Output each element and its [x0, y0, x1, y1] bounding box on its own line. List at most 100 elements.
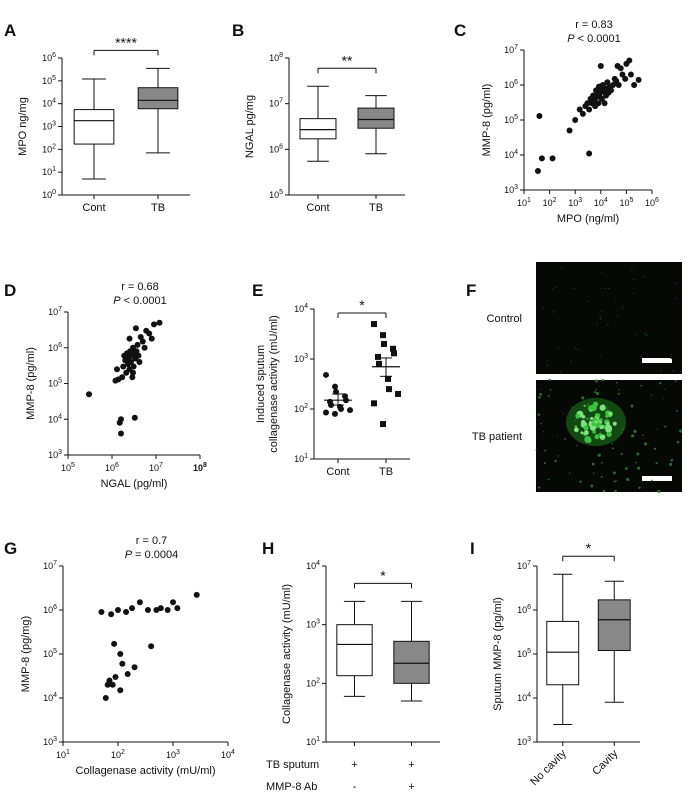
x-axis-label: MPO (ng/ml) [557, 213, 619, 225]
background-speck [620, 452, 623, 456]
data-point [115, 607, 121, 613]
data-point [150, 321, 157, 328]
y-tick-label: 106 [269, 143, 283, 154]
x-tick-label: 106 [645, 197, 659, 208]
background-speck [653, 447, 657, 450]
y-axis-label: NGAL pg/mg [244, 95, 256, 158]
fluorescence-cluster [594, 413, 599, 417]
fluorescence-cluster [574, 427, 579, 433]
data-point [386, 386, 392, 393]
data-point [148, 335, 155, 342]
background-speck [573, 287, 576, 290]
background-speck [540, 388, 542, 390]
y-tick-label: 106 [43, 604, 57, 615]
data-point [390, 345, 396, 352]
fluorescence-cluster [592, 429, 596, 434]
background-speck [552, 310, 555, 313]
background-speck [570, 360, 572, 362]
box [299, 118, 337, 140]
y-tick-label: 107 [269, 98, 283, 109]
data-point [347, 407, 353, 414]
data-point [123, 609, 130, 616]
data-point [120, 363, 127, 370]
y-tick-label: 106 [42, 52, 56, 63]
background-speck [556, 434, 558, 436]
data-point [376, 360, 382, 367]
y-tick-label: 101 [294, 453, 308, 464]
background-speck [611, 443, 613, 445]
y-tick-label: 108 [269, 52, 283, 63]
background-speck [607, 287, 610, 290]
background-speck [621, 307, 623, 309]
data-point [117, 651, 124, 657]
condition-label: MMP-8 Ab [266, 781, 317, 793]
data-point [141, 344, 148, 351]
y-axis-label: Induced sputum [255, 345, 267, 423]
background-speck [557, 347, 560, 350]
background-speck [595, 391, 600, 396]
data-point [391, 350, 397, 357]
background-speck [637, 466, 641, 470]
background-speck [540, 422, 542, 425]
background-speck [560, 266, 563, 269]
data-point [601, 100, 608, 107]
category-label: Cont [326, 466, 349, 478]
x-tick-label: 106 [105, 462, 119, 473]
data-point [380, 332, 386, 339]
data-point [134, 341, 141, 348]
background-speck [617, 392, 620, 395]
correlation-r: r = 0.83 [575, 19, 613, 31]
data-point [615, 82, 622, 88]
background-speck [535, 449, 537, 451]
y-tick-label: 103 [306, 619, 320, 630]
background-speck [602, 489, 606, 493]
data-point [119, 660, 126, 667]
background-speck [669, 462, 673, 467]
background-speck [674, 282, 677, 284]
background-speck [539, 392, 543, 396]
background-speck [552, 288, 554, 291]
background-speck [546, 359, 549, 362]
background-speck [615, 298, 617, 300]
background-speck [593, 391, 596, 394]
background-speck [657, 489, 661, 493]
correlation-r: r = 0.68 [121, 281, 159, 293]
panel-letter-i: I [470, 539, 475, 558]
box [393, 640, 430, 684]
fluorescence-cluster [598, 432, 602, 436]
background-speck [544, 449, 547, 452]
fluorescence-cluster [605, 414, 609, 418]
y-axis-label: MMP-8 (pg/ml) [25, 347, 37, 420]
x-tick-label: 102 [111, 749, 125, 760]
fluorescence-cluster [594, 434, 600, 440]
p-value: P = 0.0004 [125, 549, 179, 561]
data-point [119, 374, 126, 381]
data-point [102, 695, 109, 701]
data-point [635, 76, 642, 83]
data-point [323, 371, 329, 378]
background-speck [638, 486, 641, 489]
panel-letter-h: H [262, 539, 274, 558]
y-tick-label: 103 [517, 736, 531, 747]
y-tick-label: 103 [48, 449, 62, 460]
background-speck [617, 315, 619, 318]
background-speck [579, 480, 582, 483]
background-speck [600, 271, 603, 273]
data-point [131, 414, 138, 421]
data-point [136, 599, 143, 606]
data-point [148, 643, 155, 650]
background-speck [612, 447, 614, 450]
data-point [127, 358, 134, 365]
y-tick-label: 104 [43, 692, 57, 703]
data-point [126, 335, 133, 342]
data-point [381, 340, 387, 347]
background-speck [555, 286, 557, 288]
box [597, 599, 631, 652]
data-point [157, 605, 164, 612]
y-tick-label: 107 [43, 560, 57, 571]
data-point [595, 100, 602, 107]
background-speck [546, 364, 549, 367]
data-point [371, 400, 377, 407]
y-tick-label: 102 [294, 403, 308, 414]
panel-letter-g: G [4, 539, 17, 558]
